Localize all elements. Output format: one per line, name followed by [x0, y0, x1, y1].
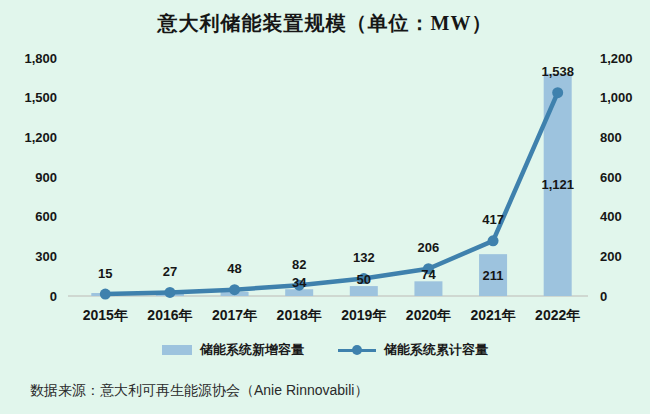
x-axis-label: 2019年 — [341, 307, 386, 323]
line-value-label: 15 — [98, 266, 112, 281]
chart-legend: 储能系统新增容量 储能系统累计容量 — [0, 341, 650, 359]
left-axis-tick: 1,800 — [24, 51, 57, 66]
x-axis-label: 2016年 — [147, 307, 192, 323]
bar-2019年 — [350, 286, 378, 296]
line-value-label: 206 — [418, 240, 440, 255]
left-axis-tick: 300 — [35, 249, 57, 264]
line-series-swatch-icon — [338, 344, 376, 356]
line-point-2016年 — [164, 287, 175, 298]
x-axis-label: 2017年 — [212, 307, 257, 323]
legend-bar-label: 储能系统新增容量 — [200, 341, 304, 359]
left-axis-tick: 1,200 — [24, 130, 57, 145]
legend-item-new-capacity: 储能系统新增容量 — [162, 341, 304, 359]
right-axis-tick: 0 — [600, 289, 607, 304]
line-value-label: 417 — [482, 212, 504, 227]
left-axis-tick: 600 — [35, 209, 57, 224]
line-point-2015年 — [100, 289, 111, 300]
right-axis-tick: 200 — [600, 249, 622, 264]
right-axis-tick: 1,000 — [600, 90, 633, 105]
line-value-label: 27 — [163, 264, 177, 279]
combo-chart: 1,800 1,500 1,200 900 600 300 0 1,200 1,000 800 60… — [0, 42, 650, 340]
legend-item-cumulative-capacity: 储能系统累计容量 — [338, 341, 488, 359]
bar-value-label: 50 — [357, 272, 371, 287]
left-axis-tick: 900 — [35, 170, 57, 185]
line-value-label: 82 — [292, 257, 306, 272]
x-axis-label: 2022年 — [535, 307, 580, 323]
bar-series-swatch-icon — [162, 345, 192, 355]
bar-value-label: 211 — [483, 268, 504, 283]
x-axis-label: 2020年 — [406, 307, 451, 323]
line-point-2017年 — [229, 284, 240, 295]
line-value-label: 48 — [227, 261, 241, 276]
right-axis-tick: 600 — [600, 170, 622, 185]
left-axis-tick: 0 — [50, 289, 57, 304]
data-source-note: 数据来源：意大利可再生能源协会（Anie Rinnovabili） — [30, 382, 368, 400]
right-axis-tick: 800 — [600, 130, 622, 145]
chart-title: 意大利储能装置规模（单位：MW） — [0, 10, 650, 37]
bar-value-label: 74 — [421, 267, 436, 282]
x-axis-label: 2015年 — [83, 307, 128, 323]
legend-line-label: 储能系统累计容量 — [384, 341, 488, 359]
chart-panel: 意大利储能装置规模（单位：MW） 1,800 1,500 1,200 900 600 30… — [0, 0, 650, 414]
bar-value-label: 34 — [292, 275, 307, 290]
line-value-label: 1,538 — [541, 64, 574, 79]
x-axis-label: 2018年 — [277, 307, 322, 323]
bar-value-label: 1,121 — [541, 177, 574, 192]
x-axis-label: 2021年 — [470, 307, 515, 323]
right-axis-tick: 1,200 — [600, 51, 633, 66]
left-axis-tick: 1,500 — [24, 90, 57, 105]
right-axis-tick: 400 — [600, 209, 622, 224]
line-point-2022年 — [552, 87, 563, 98]
bar-2020年 — [414, 281, 442, 296]
line-value-label: 132 — [353, 250, 375, 265]
line-point-2021年 — [488, 235, 499, 246]
